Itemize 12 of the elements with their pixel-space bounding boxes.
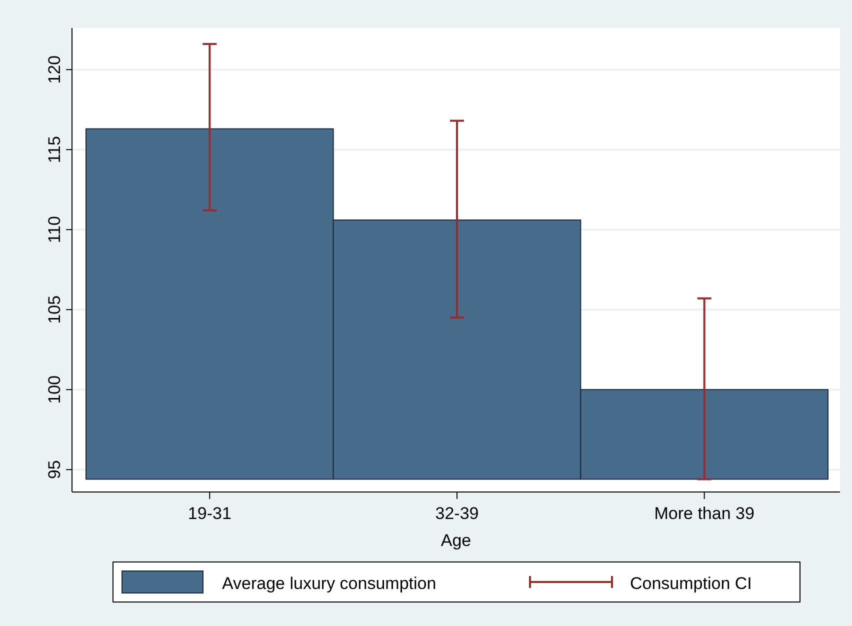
- x-tick-label: More than 39: [654, 504, 754, 523]
- x-axis-title: Age: [440, 531, 472, 550]
- y-tick-label: 100: [45, 375, 64, 404]
- legend-label: Average luxury consumption: [222, 574, 436, 593]
- y-tick-label: 110: [45, 216, 64, 244]
- y-tick-label: 115: [45, 136, 64, 164]
- y-tick-label: 95: [45, 460, 64, 480]
- x-tick-label: 32-39: [435, 504, 479, 523]
- y-tick-label: 120: [45, 55, 64, 84]
- y-tick-label: 105: [45, 295, 64, 324]
- text: Consumption CI: [630, 574, 752, 593]
- x-tick-label: 19-31: [188, 504, 232, 523]
